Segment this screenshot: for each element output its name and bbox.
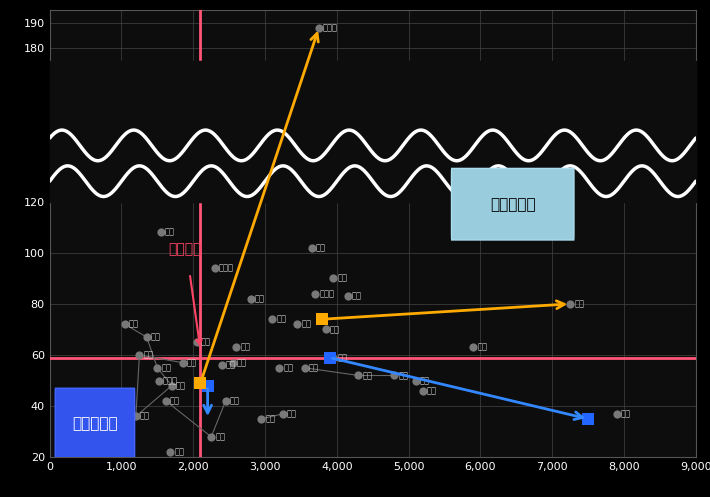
Text: 長崎: 長崎 bbox=[427, 386, 437, 395]
Text: 千葉: 千葉 bbox=[140, 412, 150, 421]
Point bbox=[256, 415, 267, 423]
Point bbox=[209, 264, 221, 272]
Point bbox=[152, 364, 163, 372]
Point bbox=[327, 274, 339, 282]
Point bbox=[410, 377, 422, 385]
Point bbox=[195, 379, 206, 387]
Point bbox=[582, 415, 594, 423]
Point bbox=[274, 364, 285, 372]
Point bbox=[299, 364, 310, 372]
Point bbox=[245, 295, 256, 303]
Point bbox=[317, 315, 328, 323]
Point bbox=[320, 326, 332, 333]
Text: 宮城: 宮城 bbox=[175, 381, 186, 390]
Text: 広島: 広島 bbox=[362, 371, 372, 380]
Point bbox=[468, 343, 479, 351]
Text: 新潟: 新潟 bbox=[276, 315, 286, 324]
Text: 愛媛: 愛媛 bbox=[255, 294, 265, 303]
Point bbox=[177, 359, 188, 367]
Point bbox=[306, 244, 317, 251]
Text: 兵庫: 兵庫 bbox=[240, 343, 251, 352]
Text: 岡山: 岡山 bbox=[309, 363, 319, 372]
Point bbox=[353, 371, 364, 379]
Point bbox=[130, 413, 141, 420]
Text: 奈良: 奈良 bbox=[236, 358, 246, 367]
Text: 鹿児島: 鹿児島 bbox=[219, 263, 234, 272]
Text: 茨城: 茨城 bbox=[151, 332, 160, 341]
Point bbox=[564, 300, 576, 308]
Point bbox=[155, 228, 167, 236]
Point bbox=[160, 397, 172, 405]
Point bbox=[227, 359, 239, 367]
Point bbox=[327, 353, 339, 361]
Text: 長崎: 長崎 bbox=[337, 274, 347, 283]
Text: 静岡: 静岡 bbox=[215, 432, 225, 441]
Text: 東京: 東京 bbox=[301, 320, 311, 329]
Text: 佐賀: 佐賀 bbox=[201, 338, 211, 347]
Text: 宮崎: 宮崎 bbox=[287, 410, 297, 418]
Text: 熊本: 熊本 bbox=[420, 376, 430, 385]
Text: 福岡: 福岡 bbox=[129, 320, 139, 329]
Text: 山口: 山口 bbox=[229, 397, 239, 406]
Point bbox=[165, 448, 176, 456]
Text: 岩手: 岩手 bbox=[574, 299, 584, 308]
Point bbox=[141, 333, 153, 341]
Point bbox=[119, 321, 131, 329]
Point bbox=[292, 321, 303, 329]
FancyBboxPatch shape bbox=[452, 168, 574, 240]
Text: 和歌山: 和歌山 bbox=[323, 23, 338, 32]
Point bbox=[324, 353, 335, 361]
Point bbox=[191, 338, 202, 346]
FancyBboxPatch shape bbox=[55, 388, 135, 460]
Point bbox=[278, 410, 289, 418]
Point bbox=[202, 382, 213, 390]
Text: 栃木: 栃木 bbox=[283, 363, 293, 372]
Text: 全国平均: 全国平均 bbox=[168, 242, 202, 256]
Point bbox=[417, 387, 429, 395]
Text: 長野: 長野 bbox=[337, 353, 347, 362]
Text: 埼玉: 埼玉 bbox=[161, 363, 171, 372]
Point bbox=[133, 351, 145, 359]
Text: 神奈川: 神奈川 bbox=[163, 376, 178, 385]
Point bbox=[166, 382, 178, 390]
Point bbox=[342, 292, 354, 300]
Text: 治安が悪い: 治安が悪い bbox=[72, 416, 118, 431]
Point bbox=[388, 371, 400, 379]
Text: 岐阜: 岐阜 bbox=[174, 448, 185, 457]
Text: 福井: 福井 bbox=[226, 361, 236, 370]
Point bbox=[611, 410, 623, 418]
Text: 山形: 山形 bbox=[170, 397, 180, 406]
Text: 石川: 石川 bbox=[143, 350, 153, 359]
Text: 高知: 高知 bbox=[316, 243, 326, 252]
Text: 島根: 島根 bbox=[398, 371, 408, 380]
Point bbox=[217, 361, 228, 369]
Text: 三重: 三重 bbox=[165, 228, 175, 237]
Text: 北海道: 北海道 bbox=[320, 289, 334, 298]
Point bbox=[313, 24, 324, 32]
Point bbox=[220, 397, 231, 405]
Point bbox=[231, 343, 242, 351]
Point bbox=[153, 377, 165, 385]
Point bbox=[310, 290, 321, 298]
Text: 治安が良い: 治安が良い bbox=[490, 197, 535, 212]
Text: 鳥取: 鳥取 bbox=[351, 292, 361, 301]
Point bbox=[266, 315, 278, 323]
Text: 大分: 大分 bbox=[477, 343, 487, 352]
Text: 徳島: 徳島 bbox=[266, 414, 275, 423]
Text: 群馬: 群馬 bbox=[187, 358, 197, 367]
Text: 沖縄: 沖縄 bbox=[330, 325, 340, 334]
Point bbox=[206, 433, 217, 441]
Text: 秋田: 秋田 bbox=[621, 410, 630, 418]
